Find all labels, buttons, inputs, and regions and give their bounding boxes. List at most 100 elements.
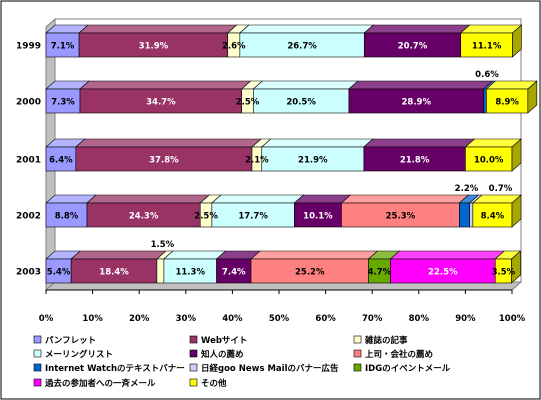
y-axis: 1999 2000 2001 2002 2003 [16, 42, 41, 278]
legend-entry: 上司・会社の薦め [353, 349, 433, 360]
data-label: 34.7% [146, 98, 176, 108]
bar-side [527, 80, 538, 114]
category-label: 2002 [16, 212, 41, 222]
x-tick-label: 60% [315, 314, 336, 324]
bar-side [512, 24, 522, 58]
bar [86, 202, 201, 228]
data-label: 26.7% [287, 42, 317, 52]
bar [363, 32, 462, 58]
bar-segment [367, 250, 401, 284]
legend-swatch [189, 349, 198, 358]
legend-entry: 日経goo News Mailのバナー広告 [189, 363, 339, 374]
data-label: 2.1% [245, 156, 269, 166]
category-label: 1999 [16, 42, 41, 52]
bar [45, 258, 72, 284]
bar-top [78, 24, 238, 34]
bar-segment [348, 80, 494, 114]
category-label: 2000 [16, 98, 41, 108]
bar [216, 258, 252, 284]
data-label: 7.4% [222, 268, 246, 278]
legend-swatch [353, 335, 362, 344]
data-label: 3.5% [492, 268, 516, 278]
data-label: 2.5% [236, 98, 260, 108]
bar-top [70, 250, 167, 260]
bar-top [252, 80, 359, 90]
bar [75, 146, 253, 172]
bar-side [511, 138, 522, 172]
data-label: 37.8% [149, 156, 179, 166]
legend-swatch [353, 363, 362, 372]
bar [253, 88, 350, 114]
bar-top [464, 138, 522, 148]
bar-segment [252, 80, 359, 114]
x-tick-label: 0% [39, 314, 54, 324]
bar-segment [211, 194, 305, 228]
bar [460, 32, 513, 58]
bar [348, 88, 484, 114]
legend-entry: Internet Watchのテキストバナー [33, 363, 185, 374]
legend-swatch [189, 378, 198, 387]
bar-segment [293, 194, 352, 228]
data-label: 4.7% [368, 268, 392, 278]
bar-segment [78, 24, 238, 58]
data-label: 0.6% [475, 70, 499, 80]
data-label: 11.3% [175, 268, 205, 278]
legend-label: 上司・会社の薦め [365, 349, 433, 360]
legend-label: Webサイト [201, 336, 247, 346]
bar-segment [464, 138, 522, 172]
legend-entry: 過去の参加者への一斉メール [33, 378, 156, 389]
bar [363, 146, 466, 172]
bar-segment [156, 250, 174, 284]
data-label: 20.5% [286, 98, 316, 108]
legend-entry: その他 [189, 378, 227, 389]
legend-label: 日経goo News Mailのバナー広告 [201, 363, 339, 374]
bar-side [511, 194, 522, 228]
legend-label: メーリングリスト [45, 349, 113, 360]
bar [261, 146, 365, 172]
bar-top [163, 250, 227, 260]
bar [294, 202, 342, 228]
bar-segment [472, 194, 522, 228]
x-axis: 0% 10% 20% 30% 40% 50% 60% 70% 80% 90% 100% [39, 289, 526, 324]
x-tick-label: 40% [222, 314, 243, 324]
bar [459, 202, 470, 228]
bar [341, 202, 460, 228]
data-label: 10.0% [474, 156, 504, 166]
data-label: 17.7% [238, 212, 268, 222]
bar-segment [250, 250, 379, 284]
bar [163, 258, 217, 284]
bar-segment [494, 250, 522, 284]
legend-label: Internet Watchのテキストバナー [45, 363, 185, 374]
data-label: 25.3% [386, 212, 416, 222]
bar-top [260, 138, 374, 148]
x-tick-label: 90% [455, 314, 476, 324]
bar-top [75, 138, 262, 148]
data-label: 1.5% [151, 240, 175, 250]
bar-side [511, 250, 521, 284]
legend-label: その他 [201, 378, 227, 389]
bar-top [239, 24, 375, 34]
data-label: 24.3% [129, 212, 159, 222]
data-label: 7.3% [51, 98, 75, 108]
data-label: 20.7% [398, 42, 428, 52]
data-label: 31.9% [139, 42, 169, 52]
data-label: 6.4% [49, 156, 73, 166]
bar-segment [260, 138, 374, 172]
bar [472, 202, 513, 228]
data-label: 28.9% [401, 98, 431, 108]
legend-entry: 雑誌の記事 [353, 335, 408, 346]
bar-segment [45, 80, 90, 114]
bar-segment [340, 194, 470, 228]
bar-top [348, 80, 494, 90]
category-label: 2003 [16, 268, 41, 278]
bar-top [293, 194, 352, 204]
bar-segment [75, 138, 262, 172]
plot-area: 7.1% 31.9% 2.6% 26.7% 20.7% 11.1% 7.3% 34.7% 2.5… [44, 17, 538, 292]
legend-entry: 知人の薦め [189, 349, 244, 360]
data-label: 2.6% [222, 42, 246, 52]
category-label: 2001 [16, 156, 41, 166]
legend-swatch [189, 363, 198, 372]
legend-swatch [33, 335, 42, 344]
bar-top [340, 194, 470, 204]
